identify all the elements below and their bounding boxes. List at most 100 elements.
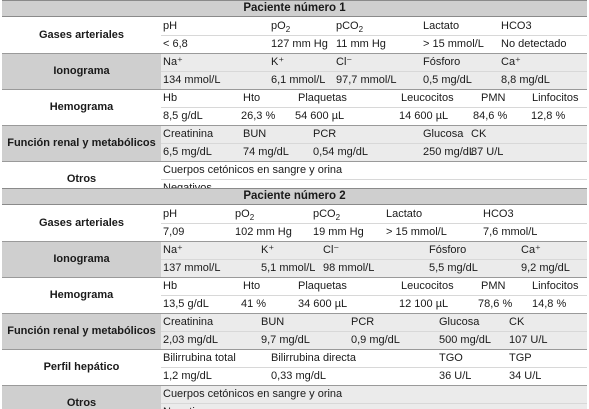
- column-header: Leucocitos: [401, 280, 454, 292]
- cell-value: 0,5 mg/dL: [423, 74, 472, 86]
- column-header: pH: [163, 20, 178, 32]
- row-divider: [161, 143, 587, 144]
- column-header: PCR: [313, 128, 337, 140]
- cell-value: 7,09: [163, 226, 185, 238]
- group-label: Función renal y metabólicos: [2, 313, 161, 349]
- column-header: pCO2: [313, 208, 341, 223]
- column-header: Na⁺: [163, 56, 183, 68]
- cell-value: 6,1 mmol/L: [271, 74, 326, 86]
- column-header: Cuerpos cetónicos en sangre y orina: [163, 164, 343, 176]
- row-divider: [161, 107, 587, 108]
- column-header: Ca⁺: [521, 244, 541, 256]
- cell-value: 137 mmol/L: [163, 262, 221, 274]
- row-divider: [161, 35, 587, 36]
- header-row: pH pO2 pCO2 Lactato HCO3: [161, 17, 587, 35]
- cell-value: 134 mmol/L: [163, 74, 221, 86]
- group-divider: [2, 313, 587, 314]
- column-header: TGO: [439, 352, 463, 364]
- group-gases-arteriales: Gases arteriales pH pO2 pCO2 Lactato HCO3 < 6,…: [2, 17, 587, 53]
- cell-value: 9,2 mg/dL: [521, 262, 570, 274]
- group-ionograma: Ionograma Na⁺ K⁺ Cl⁻ Fósforo Ca⁺ 137 mmol/L 5,1…: [2, 241, 587, 277]
- column-header: Lactato: [386, 208, 423, 220]
- group-hemograma: Hemograma Hb Hto Plaquetas Leucocitos PMN Linf…: [2, 277, 587, 313]
- value-row: 8,5 g/dL 26,3 % 54 600 µL 14 600 µL 84,6 % 12…: [161, 107, 587, 125]
- column-header: Plaquetas: [298, 92, 347, 104]
- column-header: PMN: [481, 280, 506, 292]
- cell-value: Negativos: [163, 403, 212, 409]
- column-header: K⁺: [261, 244, 275, 256]
- column-header: Bilirrubina directa: [271, 352, 356, 364]
- group-divider: [2, 349, 587, 350]
- cell-value: 11 mm Hg: [336, 38, 386, 50]
- column-header: TGP: [509, 352, 532, 364]
- group-divider: [2, 385, 587, 386]
- column-header: Linfocitos: [532, 92, 579, 104]
- group-gases-arteriales: Gases arteriales pH pO2 pCO2 Lactato HCO3 7,09…: [2, 205, 587, 241]
- group-label: Hemograma: [2, 89, 161, 125]
- cell-value: < 6,8: [163, 38, 188, 50]
- cell-value: 500 mg/dL: [439, 334, 491, 346]
- cell-value: 7,6 mmol/L: [483, 226, 538, 238]
- column-header: Bilirrubina total: [163, 352, 236, 364]
- row-divider: [161, 223, 587, 224]
- header-row: Na⁺ K⁺ Cl⁻ Fósforo Ca⁺: [161, 53, 587, 71]
- group-label: Ionograma: [2, 241, 161, 277]
- row-divider: [161, 331, 587, 332]
- cell-value: 87 U/L: [471, 146, 504, 158]
- column-header: Glucosa: [423, 128, 464, 140]
- cell-value: 8,8 mg/dL: [501, 74, 550, 86]
- cell-value: 0,54 mg/dL: [313, 146, 369, 158]
- cell-value: > 15 mmol/L: [386, 226, 447, 238]
- cell-value: 26,3 %: [241, 110, 276, 122]
- column-header: Hb: [163, 92, 178, 104]
- column-header: Glucosa: [439, 316, 480, 328]
- cell-value: 14 600 µL: [399, 110, 449, 122]
- patient-title: Paciente número 1: [2, 0, 587, 17]
- group-ionograma: Ionograma Na⁺ K⁺ Cl⁻ Fósforo Ca⁺ 134 mmol/L 6,1…: [2, 53, 587, 89]
- cell-value: 9,7 mg/dL: [261, 334, 310, 346]
- cell-value: 12 100 µL: [399, 298, 449, 310]
- header-row: Creatinina BUN PCR Glucosa CK: [161, 125, 587, 143]
- cell-value: 102 mm Hg: [235, 226, 292, 238]
- column-header: CK: [509, 316, 525, 328]
- group-función-renal-y-metabólicos: Función renal y metabólicos Creatinina BUN…: [2, 313, 587, 349]
- cell-value: 97,7 mmol/L: [336, 74, 397, 86]
- group-divider: [2, 161, 587, 162]
- cell-value: 36 U/L: [439, 370, 472, 382]
- row-divider: [161, 295, 587, 296]
- group-label: Función renal y metabólicos: [2, 125, 161, 161]
- value-row: 7,09 102 mm Hg 19 mm Hg > 15 mmol/L 7,6 mmol…: [161, 223, 587, 241]
- group-otros: Otros Cuerpos cetónicos en sangre y orina…: [2, 385, 587, 409]
- group-label: Otros: [2, 385, 161, 409]
- value-row: < 6,8 127 mm Hg 11 mm Hg > 15 mmol/L No dete…: [161, 35, 587, 53]
- column-header: pH: [163, 208, 178, 220]
- cell-value: 13,5 g/dL: [163, 298, 209, 310]
- cell-value: 78,6 %: [478, 298, 513, 310]
- cell-value: 14,8 %: [532, 298, 567, 310]
- value-row: 134 mmol/L 6,1 mmol/L 97,7 mmol/L 0,5 mg/dL…: [161, 71, 587, 89]
- row-divider: [161, 367, 587, 368]
- group-función-renal-y-metabólicos: Función renal y metabólicos Creatinina BUN…: [2, 125, 587, 161]
- cell-value: 54 600 µL: [295, 110, 345, 122]
- value-row: 6,5 mg/dL 74 mg/dL 0,54 mg/dL 250 mg/dL 87 U…: [161, 143, 587, 161]
- header-row: Bilirrubina total Bilirrubina directa TGO T…: [161, 349, 587, 367]
- cell-value: 98 mmol/L: [323, 262, 375, 274]
- cell-value: 0,9 mg/dL: [351, 334, 400, 346]
- column-header: BUN: [261, 316, 285, 328]
- column-header: HCO3: [483, 208, 514, 220]
- header-row: Cuerpos cetónicos en sangre y orina: [161, 385, 587, 403]
- group-label: Perfil hepático: [2, 349, 161, 385]
- column-header: Plaquetas: [298, 280, 347, 292]
- column-header: Fósforo: [429, 244, 467, 256]
- value-row: 137 mmol/L 5,1 mmol/L 98 mmol/L 5,5 mg/dL 9,…: [161, 259, 587, 277]
- group-label: Gases arteriales: [2, 17, 161, 53]
- cell-value: 127 mm Hg: [271, 38, 328, 50]
- column-header: Cl⁻: [323, 244, 340, 256]
- header-row: Cuerpos cetónicos en sangre y orina: [161, 161, 587, 179]
- row-divider: [161, 71, 587, 72]
- cell-value: 34 600 µL: [298, 298, 348, 310]
- group-divider: [2, 277, 587, 278]
- column-header: Leucocitos: [401, 92, 454, 104]
- value-row: 13,5 g/dL 41 % 34 600 µL 12 100 µL 78,6 % 14,…: [161, 295, 587, 313]
